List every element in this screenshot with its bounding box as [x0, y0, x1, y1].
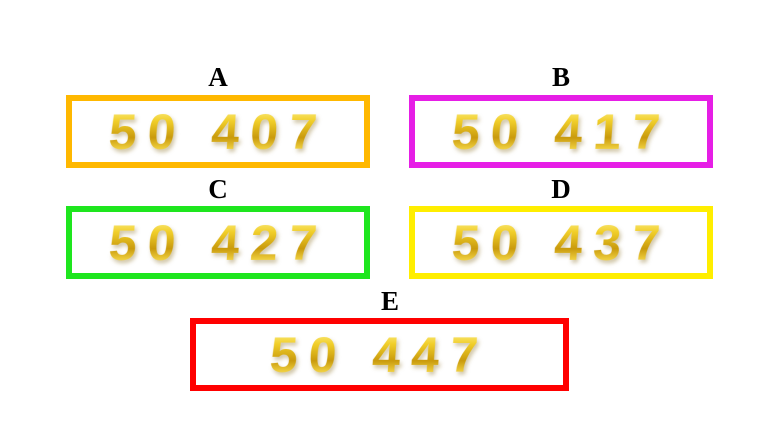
option-d-number: 50 437 — [449, 214, 673, 271]
option-c-number: 50 427 — [106, 214, 330, 271]
option-c-box[interactable]: 50 427 — [66, 206, 370, 279]
option-d-box[interactable]: 50 437 — [409, 206, 713, 279]
option-a-label: A — [208, 62, 228, 92]
option-d-label: D — [551, 174, 571, 204]
option-a-number: 50 407 — [106, 103, 330, 160]
option-b-number: 50 417 — [449, 103, 673, 160]
option-a-box[interactable]: 50 407 — [66, 95, 370, 168]
option-e-box[interactable]: 50 447 — [190, 318, 569, 391]
option-e-number: 50 447 — [268, 326, 491, 383]
option-c-label: C — [208, 174, 228, 204]
option-b-box[interactable]: 50 417 — [409, 95, 713, 168]
option-e-label: E — [380, 286, 399, 316]
option-b-label: B — [551, 62, 570, 92]
